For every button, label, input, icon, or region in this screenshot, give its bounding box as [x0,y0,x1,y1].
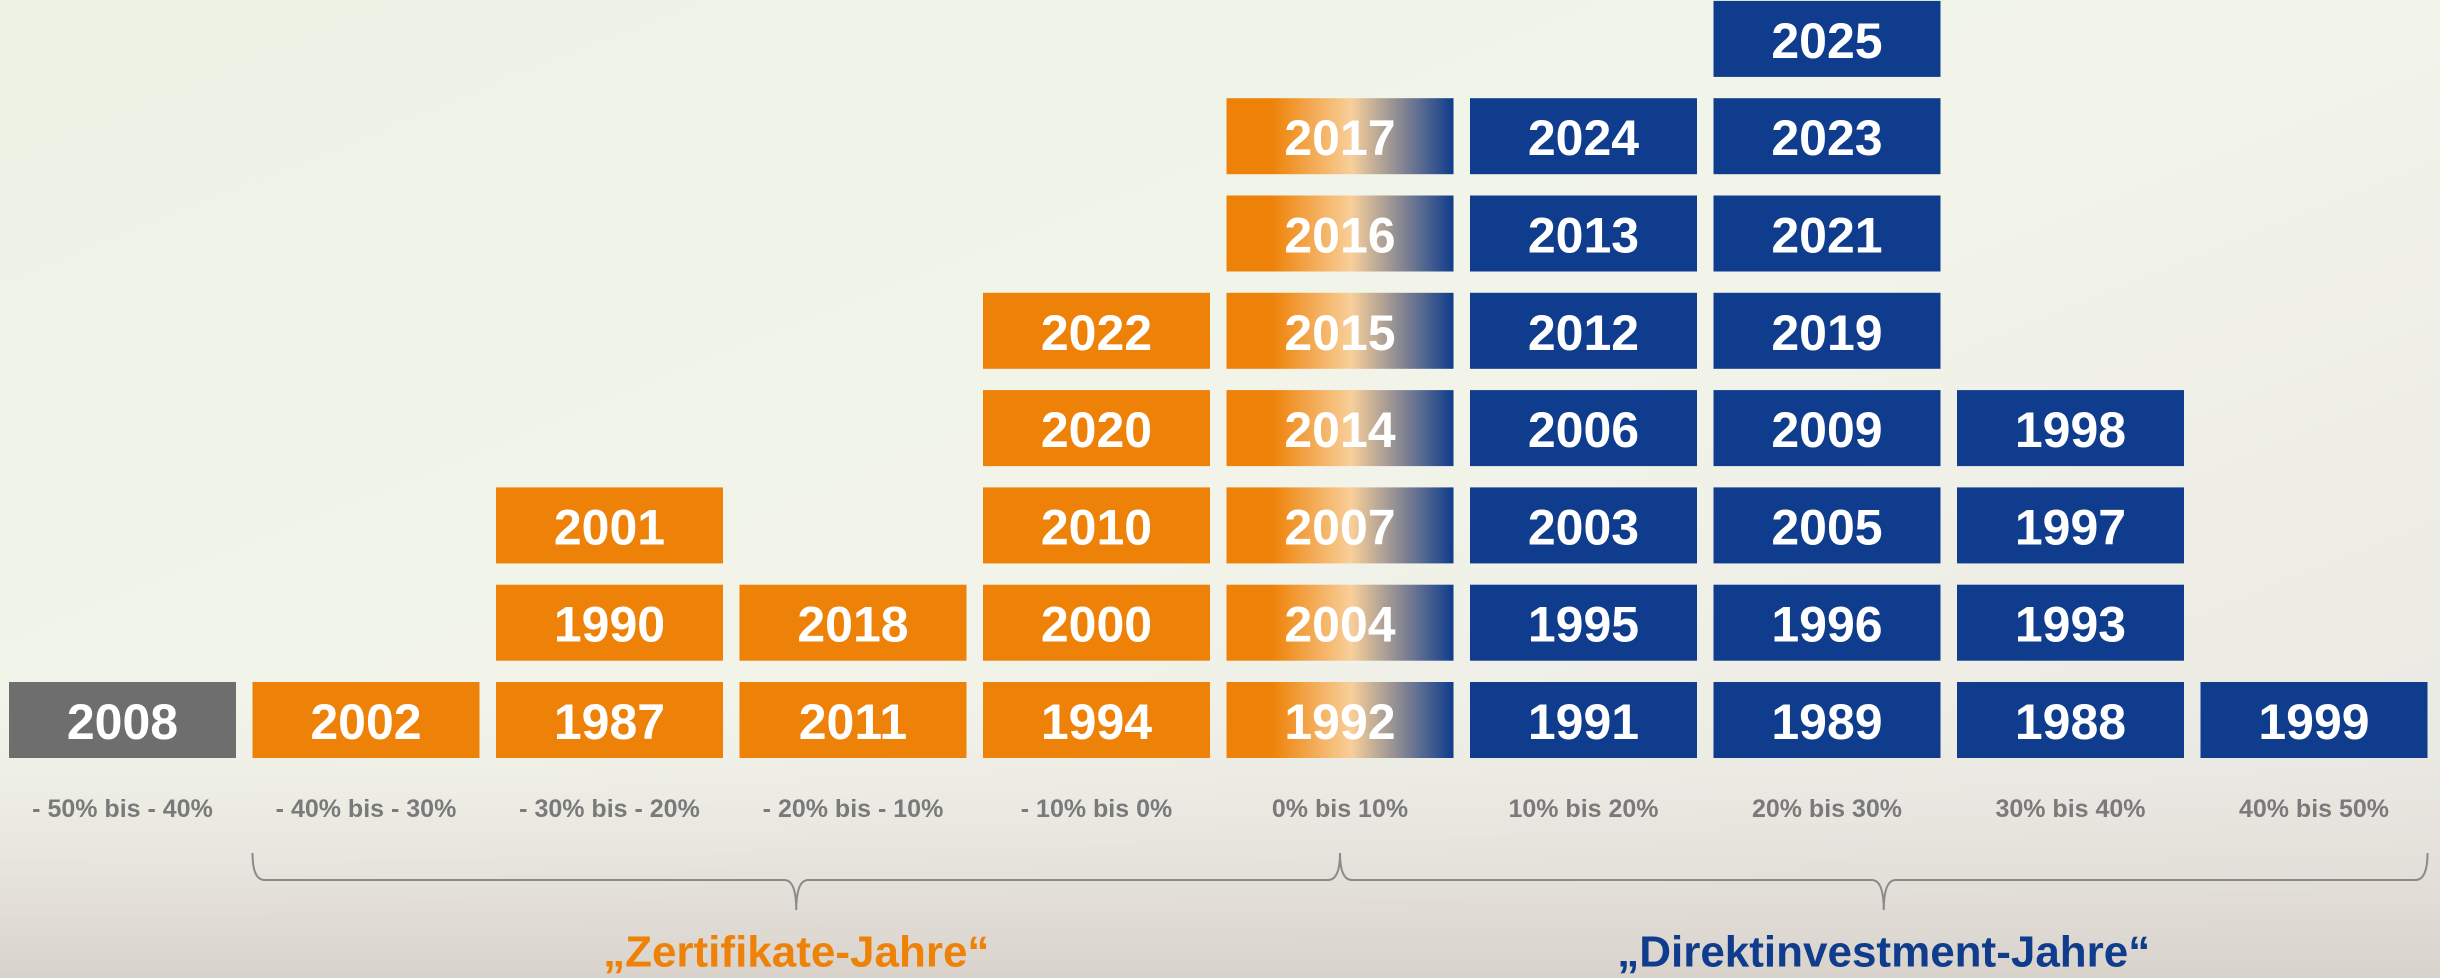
group-label: „Direktinvestment-Jahre“ [1617,928,2150,977]
column-label: 0% bis 10% [1272,795,1408,823]
year-label: 1987 [554,694,665,750]
column-label: - 40% bis - 30% [276,795,457,823]
year-label: 2020 [1041,402,1152,458]
year-label: 1994 [1041,694,1152,750]
column-label: 10% bis 20% [1508,795,1658,823]
year-label: 1998 [2015,402,2126,458]
year-label: 2006 [1528,402,1639,458]
year-label: 2010 [1041,499,1152,555]
year-label: 2014 [1284,402,1395,458]
year-label: 2021 [1771,208,1882,264]
year-label: 2017 [1284,110,1395,166]
column-label: 30% bis 40% [1995,795,2145,823]
column-label: - 10% bis 0% [1021,795,1172,823]
column-label: 40% bis 50% [2239,795,2389,823]
year-label: 2015 [1284,305,1395,361]
year-label: 1988 [2015,694,2126,750]
year-label: 1997 [2015,499,2126,555]
year-label: 2001 [554,499,665,555]
year-label: 2004 [1284,597,1395,653]
infographic: 2008 - 50% bis - 40% 2002 - 40% bis - 30% 19… [0,0,2440,978]
group-label: „Zertifikate-Jahre“ [603,928,989,977]
year-label: 1990 [554,597,665,653]
year-label: 2012 [1528,305,1639,361]
year-label: 2009 [1771,402,1882,458]
column-label: 20% bis 30% [1752,795,1902,823]
year-label: 2002 [310,694,421,750]
year-label: 1992 [1284,694,1395,750]
column-label: - 50% bis - 40% [32,795,213,823]
year-label: 2016 [1284,208,1395,264]
year-label: 1993 [2015,597,2126,653]
year-label: 2008 [67,694,178,750]
year-label: 2022 [1041,305,1152,361]
year-label: 2003 [1528,499,1639,555]
year-label: 2019 [1771,305,1882,361]
year-label: 2024 [1528,110,1639,166]
year-label: 2013 [1528,208,1639,264]
year-label: 1999 [2258,694,2369,750]
year-label: 2000 [1041,597,1152,653]
column-label: - 30% bis - 20% [519,795,700,823]
year-label: 1989 [1771,694,1882,750]
year-label: 1991 [1528,694,1639,750]
year-label: 2011 [799,694,907,750]
year-label: 1996 [1771,597,1882,653]
year-label: 2025 [1771,13,1882,69]
year-label: 2007 [1284,499,1395,555]
year-label: 1995 [1528,597,1639,653]
year-label: 2018 [797,597,908,653]
year-label: 2005 [1771,499,1882,555]
column-label: - 20% bis - 10% [763,795,944,823]
year-label: 2023 [1771,110,1882,166]
